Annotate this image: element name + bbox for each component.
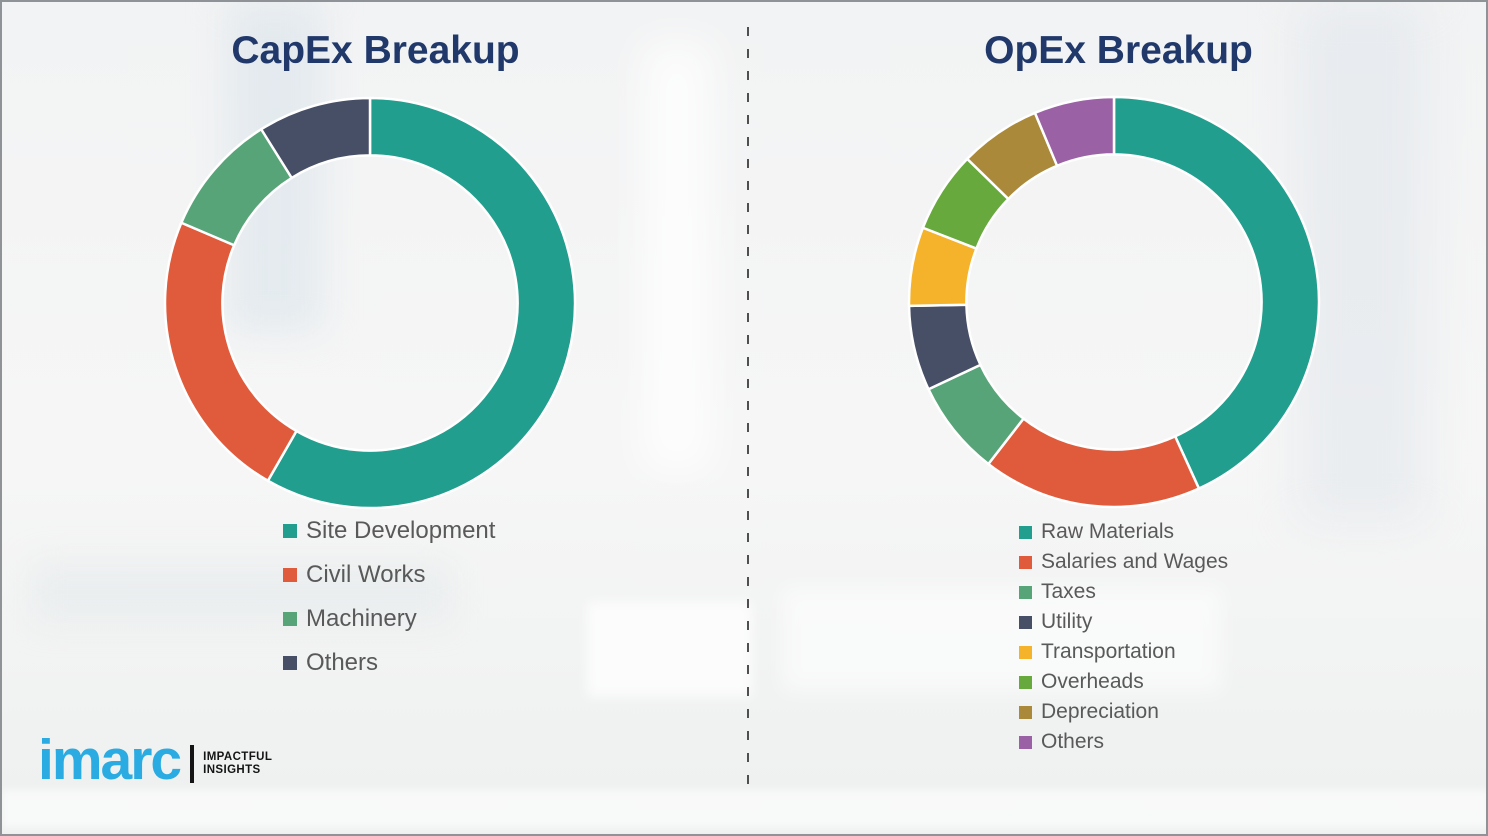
legend-label: Others [1041,730,1105,753]
legend-label: Overheads [1041,670,1144,693]
legend-label: Depreciation [1041,700,1159,723]
legend-item-salaries-and-wages: Salaries and Wages [1019,547,1228,577]
background-texture [587,602,752,697]
imarc-logo-wordmark: imarc [38,728,182,792]
legend-label: Site Development [306,517,496,544]
legend-label: Taxes [1041,580,1096,603]
legend-label: Civil Works [306,561,426,588]
legend-item-raw-materials: Raw Materials [1019,517,1228,547]
background-texture [642,42,712,472]
logo-tagline: IMPACTFUL INSIGHTS [203,751,272,777]
legend-swatch [1019,615,1032,629]
legend-label: Utility [1041,610,1093,633]
dashed-divider [747,27,749,793]
legend-swatch [1019,525,1032,539]
donut-segment-others [1033,95,1116,168]
legend-label: Machinery [306,605,417,632]
legend-item-utility: Utility [1019,607,1228,637]
capex-donut-chart [163,96,577,510]
legend-item-taxes: Taxes [1019,577,1228,607]
background-texture [2,790,1486,828]
legend-swatch [1019,675,1032,689]
legend-item-machinery: Machinery [283,597,495,641]
logo-tagline-line2: INSIGHTS [203,763,261,776]
logo-divider-bar [190,744,195,783]
legend-label: Raw Materials [1041,520,1175,543]
legend-swatch [1019,645,1032,659]
legend-swatch [283,524,297,538]
legend-swatch [283,656,297,670]
opex-donut-chart [907,95,1321,509]
legend-swatch [1019,585,1032,599]
legend-swatch [283,612,297,626]
legend-item-transportation: Transportation [1019,637,1228,667]
legend-item-civil-works: Civil Works [283,553,495,597]
legend-item-overheads: Overheads [1019,667,1228,697]
legend-swatch [1019,735,1032,749]
donut-segment-others [259,96,372,180]
donut-segment-salaries-and-wages [987,417,1201,509]
legend-item-others: Others [283,641,495,685]
imarc-logo: imarc IMPACTFUL INSIGHTS [38,732,272,789]
legend-label: Transportation [1041,640,1176,663]
capex-legend: Site Development Civil Works Machinery Othe… [283,509,495,685]
donut-segment-raw-materials [1112,95,1321,490]
opex-legend: Raw Materials Salaries and Wages Taxes Util… [1019,517,1228,757]
legend-swatch [1019,705,1032,719]
legend-item-others: Others [1019,727,1228,757]
legend-item-site-development: Site Development [283,509,495,553]
legend-swatch [283,568,297,582]
legend-item-depreciation: Depreciation [1019,697,1228,727]
capex-title: CapEx Breakup [231,29,520,72]
legend-label: Others [306,649,379,676]
opex-title: OpEx Breakup [984,29,1253,72]
logo-tagline-line1: IMPACTFUL [203,750,273,763]
donut-segment-civil-works [163,221,298,482]
donut-segment-site-development [266,96,577,510]
legend-swatch [1019,555,1032,569]
legend-label: Salaries and Wages [1041,550,1229,573]
